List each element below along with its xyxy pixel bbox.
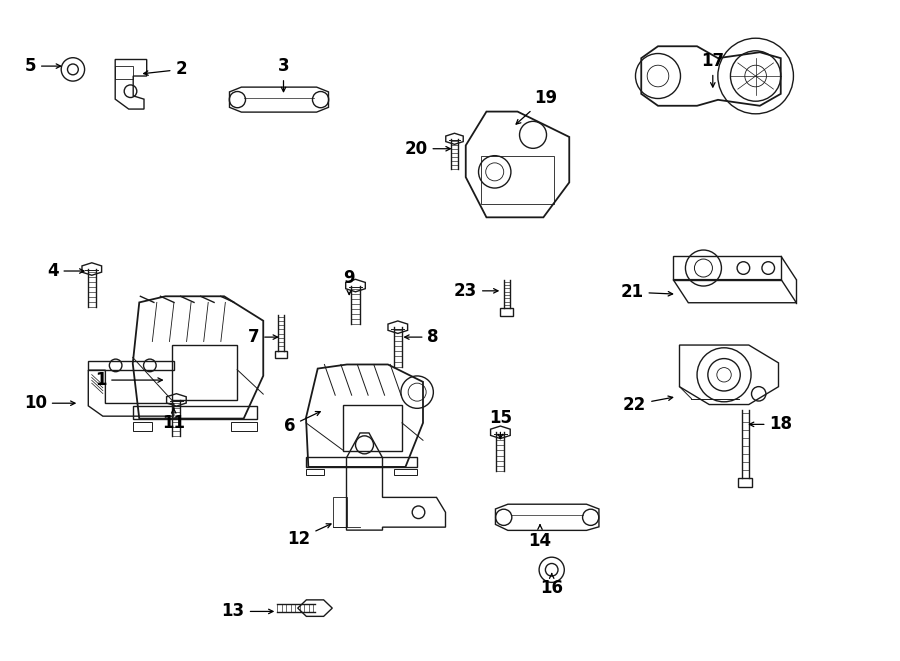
Text: 22: 22 [623, 395, 672, 414]
Text: 20: 20 [404, 139, 450, 158]
Text: 12: 12 [287, 524, 331, 548]
Text: 21: 21 [620, 283, 672, 301]
Text: 5: 5 [24, 57, 60, 75]
Text: 2: 2 [144, 60, 187, 79]
Text: 17: 17 [701, 52, 724, 87]
Text: 3: 3 [278, 57, 289, 92]
Text: 14: 14 [528, 525, 552, 550]
Text: 13: 13 [221, 602, 273, 621]
Text: 18: 18 [750, 415, 793, 434]
Text: 11: 11 [162, 408, 185, 432]
Text: 7: 7 [248, 328, 277, 346]
Text: 19: 19 [516, 89, 557, 124]
Text: 10: 10 [23, 394, 75, 412]
Text: 9: 9 [344, 268, 355, 295]
Text: 23: 23 [454, 282, 498, 300]
Text: 16: 16 [540, 574, 563, 598]
Text: 15: 15 [489, 408, 512, 439]
Text: 8: 8 [405, 328, 439, 346]
Text: 1: 1 [94, 371, 162, 389]
Text: 6: 6 [284, 412, 320, 436]
Text: 4: 4 [47, 262, 84, 280]
